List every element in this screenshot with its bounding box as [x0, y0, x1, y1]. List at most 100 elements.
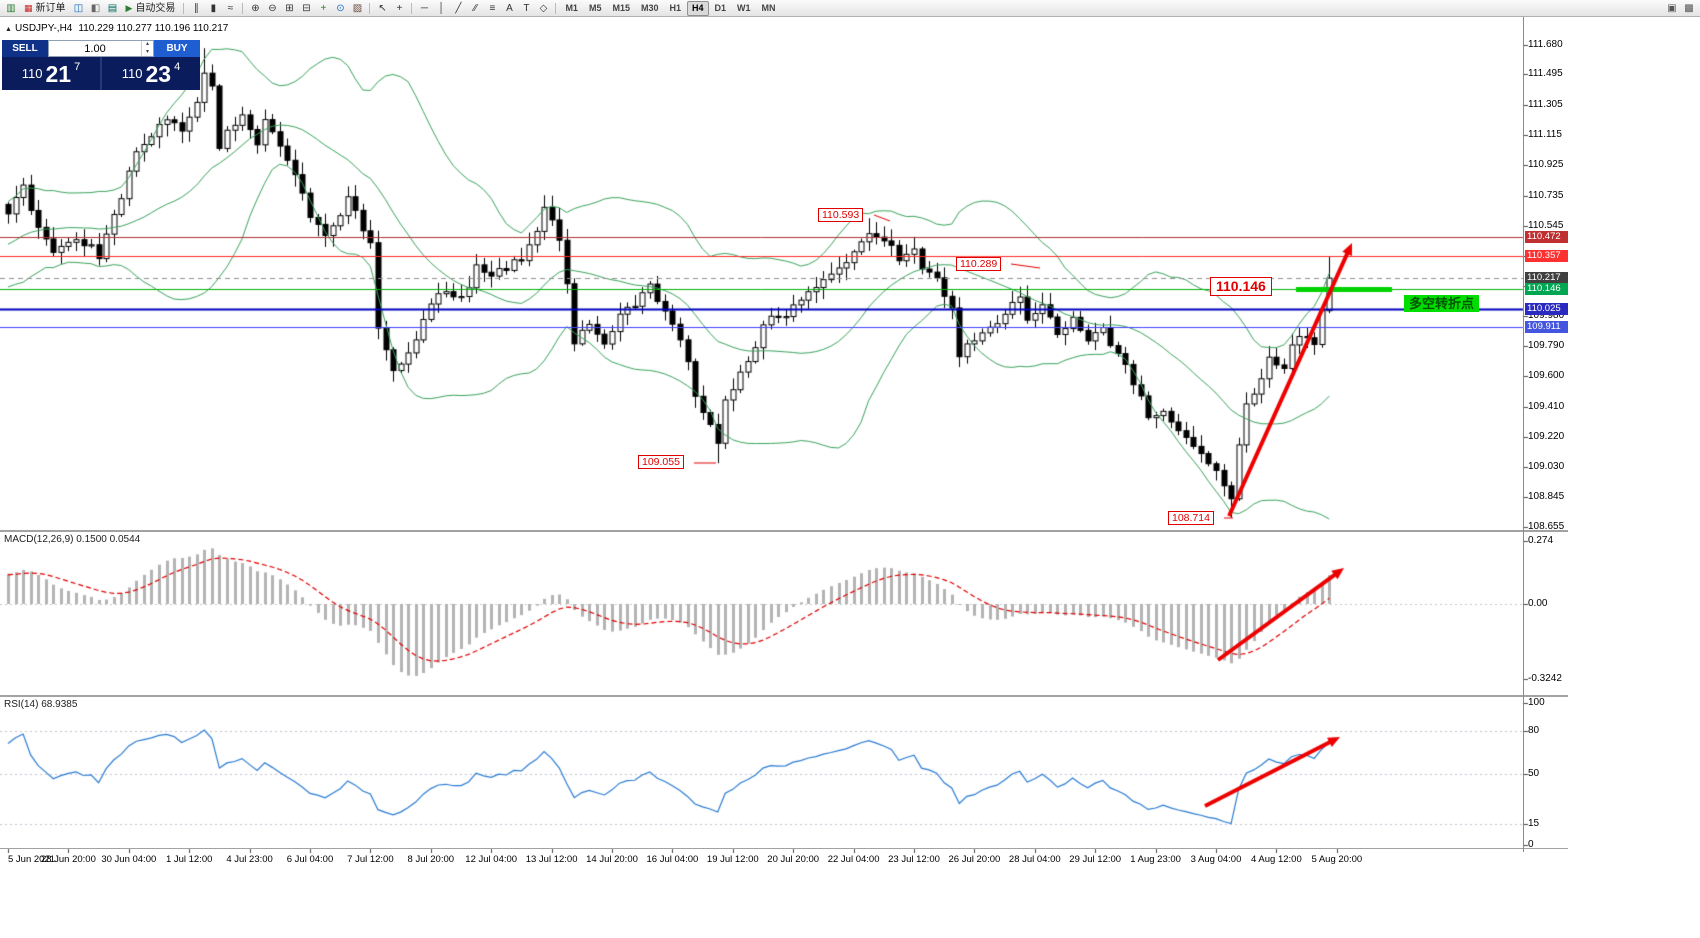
navigator-icon[interactable]: ▤ [107, 2, 118, 14]
price-scale-label: 110.545 [1528, 219, 1564, 231]
volume-up-button[interactable]: ▴ [145, 41, 149, 47]
price-scale-label: 109.030 [1528, 461, 1565, 473]
sell-button[interactable]: SELL [2, 40, 48, 57]
crosshair-icon[interactable]: + [396, 2, 403, 14]
price-scale-label: 109.790 [1528, 340, 1565, 352]
price-tag: 110.025 [1525, 302, 1568, 315]
panel-separator-rsi[interactable] [0, 695, 1568, 697]
time-axis-label: 20 Jul 20:00 [767, 854, 820, 865]
timeframe-button-w1[interactable]: W1 [737, 2, 751, 13]
timeframe-button-d1[interactable]: D1 [714, 2, 727, 13]
symbol-icon: ▲ [5, 26, 12, 33]
toolbar-separator [183, 2, 185, 14]
price-scale-label: 109.410 [1528, 400, 1565, 412]
timeframe-button-m15[interactable]: M15 [612, 2, 630, 13]
buy-price-big: 23 [145, 60, 172, 87]
buy-price-prefix: 110 [121, 66, 143, 81]
time-axis-label: 4 Aug 12:00 [1251, 854, 1302, 865]
horizontal-line-icon[interactable]: ─ [420, 2, 428, 14]
shapes-icon[interactable]: ◇ [539, 2, 548, 14]
bar-chart-icon[interactable]: ∥ [193, 2, 199, 14]
vertical-line-icon[interactable]: │ [438, 2, 445, 14]
candlestick-chart-icon[interactable]: ▮ [210, 2, 217, 14]
zoom-out-icon[interactable]: ⊖ [268, 2, 277, 14]
market-watch-icon[interactable]: ◫ [73, 2, 84, 14]
price-tag: 110.357 [1525, 249, 1568, 262]
volume-down-button[interactable]: ▾ [145, 48, 149, 55]
volume-spinner: ▴ ▾ [141, 41, 153, 56]
symbol-ohlc: 110.229 110.277 110.196 110.217 [78, 23, 229, 34]
price-scale-label: 109.980 [1528, 309, 1565, 321]
zoom-in-icon[interactable]: ⊕ [251, 2, 260, 14]
auto-trading-button[interactable]: ▶ 自动交易 [122, 2, 180, 15]
time-axis-label: 1 Jul 12:00 [165, 854, 213, 865]
text-label-icon[interactable]: T [523, 2, 530, 14]
price-annotation: 108.714 [1168, 511, 1214, 525]
period-icon[interactable]: ⊙ [336, 2, 345, 14]
price-tag: 110.217 [1525, 272, 1568, 285]
price-scale-label: 110.735 [1528, 189, 1564, 201]
price-annotation: 110.593 [818, 208, 864, 222]
new-chart-icon[interactable]: ▥ [6, 2, 16, 14]
line-chart-icon[interactable]: ≈ [227, 2, 234, 14]
sell-price-big: 21 [45, 60, 72, 87]
fibonacci-icon[interactable]: ≡ [489, 2, 496, 14]
time-axis-label: 13 Jul 12:00 [525, 854, 578, 865]
macd-label: MACD(12,26,9) 0.1500 0.0544 [4, 534, 141, 545]
price-tag: 110.146 [1525, 283, 1568, 296]
time-axis-label: 5 Aug 20:00 [1311, 854, 1363, 865]
buy-button[interactable]: BUY [154, 40, 200, 57]
rsi-scale-label: 50 [1528, 768, 1540, 779]
volume-box: ▴ ▾ [48, 40, 154, 57]
price-scale-label: 109.220 [1528, 430, 1565, 442]
timeframe-button-m30[interactable]: M30 [640, 2, 659, 13]
symbol-info: ▲ USDJPY-,H4 110.229 110.277 110.196 110.2… [5, 23, 228, 34]
new-order-button-label: 新订单 [35, 2, 66, 14]
panel-separator-macd[interactable] [0, 530, 1568, 532]
timeframe-button-mn[interactable]: MN [761, 2, 776, 13]
time-axis-label: 26 Jul 20:00 [948, 854, 1001, 865]
axis-separator [0, 848, 1568, 849]
data-window-icon[interactable]: ◧ [90, 2, 101, 14]
tile-windows-icon[interactable]: ⊞ [285, 2, 294, 14]
toolbar-separator [369, 2, 371, 14]
macd-scale-label: 0.00 [1528, 598, 1548, 609]
sell-price-button[interactable]: 110 21 7 [2, 57, 102, 90]
time-axis-label: 3 Aug 04:00 [1190, 854, 1242, 865]
time-axis-label: 23 Jul 12:00 [888, 854, 940, 865]
new-order-button[interactable]: ▦ 新订单 [20, 2, 70, 15]
cascade-windows-icon[interactable]: ⊟ [302, 2, 311, 14]
rsi-scale-label: 15 [1528, 817, 1540, 829]
channel-icon[interactable]: ∕∕ [473, 2, 478, 14]
templates-icon[interactable]: ▨ [352, 2, 363, 14]
time-axis-label: 29 Jul 12:00 [1069, 854, 1122, 865]
price-annotation: 110.146 [1210, 277, 1272, 296]
volume-input[interactable] [49, 41, 141, 56]
dock-panel-icon[interactable]: ▣ [1667, 2, 1677, 14]
time-axis-label: 30 Jun 04:00 [101, 854, 157, 865]
time-axis-label: 8 Jul 20:00 [407, 854, 455, 865]
text-icon[interactable]: A [506, 2, 513, 14]
macd-scale-label: 0.274 [1528, 534, 1554, 546]
price-scale-label: 110.925 [1528, 159, 1564, 171]
rsi-scale-label: 100 [1528, 697, 1545, 708]
timeframe-button-h4[interactable]: H4 [687, 0, 709, 16]
one-click-trading-panel: SELL ▴ ▾ BUY 110 21 7 110 [2, 40, 200, 90]
cursor-icon[interactable]: ↖ [378, 2, 387, 14]
trendline-icon[interactable]: ╱ [455, 2, 462, 14]
timeframe-button-m5[interactable]: M5 [588, 2, 602, 13]
indicators-icon[interactable]: + [320, 2, 327, 14]
buy-price-button[interactable]: 110 23 4 [102, 57, 200, 90]
time-axis-label: 28 Jul 04:00 [1008, 854, 1061, 865]
fullscreen-icon[interactable]: ▩ [1684, 2, 1694, 14]
timeframe-button-h1[interactable]: H1 [669, 2, 682, 13]
price-scale-label: 111.305 [1528, 98, 1563, 110]
toolbar: ▥ ▦ 新订单 ◫ ◧ ▤ ▶ 自动交易 ∥ ▮ ≈ ⊕ ⊖ ⊞ ⊟ + ⊙ ▨ ↖ + ─ │ ╱ ∕∕ ≡ A T ◇ M1 M5 M1… [0, 0, 1700, 17]
price-tag: 110.472 [1525, 231, 1568, 244]
timeframe-button-m1[interactable]: M1 [565, 2, 578, 13]
buy-price-pip: 4 [174, 61, 181, 73]
price-tag: 109.911 [1525, 320, 1568, 333]
